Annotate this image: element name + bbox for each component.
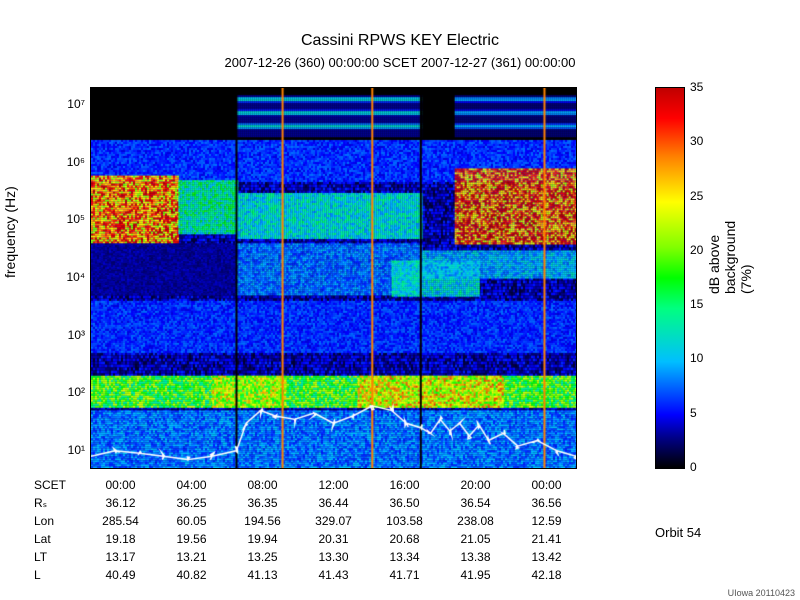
spectrogram-plot bbox=[90, 87, 577, 469]
colorbar-tick: 20 bbox=[690, 243, 703, 257]
colorbar-tick: 25 bbox=[690, 189, 703, 203]
ephem-cell: 41.95 bbox=[441, 567, 510, 583]
ephem-cell: 103.58 bbox=[370, 513, 439, 529]
ephem-cell: 13.25 bbox=[228, 549, 297, 565]
y-tick: 10⁵ bbox=[45, 212, 85, 226]
ephem-cell: 16:00 bbox=[370, 477, 439, 493]
y-axis-label: frequency (Hz) bbox=[2, 186, 18, 278]
ephem-cell: 40.49 bbox=[86, 567, 155, 583]
colorbar-tick: 15 bbox=[690, 297, 703, 311]
ephem-cell: 13.17 bbox=[86, 549, 155, 565]
ephem-row-head: SCET bbox=[32, 477, 84, 493]
y-tick: 10⁶ bbox=[45, 155, 85, 169]
y-tick: 10² bbox=[45, 385, 85, 399]
ephem-cell: 12:00 bbox=[299, 477, 368, 493]
ephem-cell: 13.21 bbox=[157, 549, 226, 565]
ephem-cell: 60.05 bbox=[157, 513, 226, 529]
ephemeris-table: SCET00:0004:0008:0012:0016:0020:0000:00R… bbox=[30, 475, 583, 585]
ephem-cell: 36.54 bbox=[441, 495, 510, 511]
ephem-cell: 13.34 bbox=[370, 549, 439, 565]
ephem-cell: 20:00 bbox=[441, 477, 510, 493]
ephem-cell: 21.41 bbox=[512, 531, 581, 547]
ephem-row-head: Lat bbox=[32, 531, 84, 547]
ephem-cell: 238.08 bbox=[441, 513, 510, 529]
ephem-cell: 20.31 bbox=[299, 531, 368, 547]
chart-subtitle: 2007-12-26 (360) 00:00:00 SCET 2007-12-2… bbox=[0, 55, 800, 70]
ephem-cell: 04:00 bbox=[157, 477, 226, 493]
colorbar-tick: 0 bbox=[690, 460, 697, 474]
ephem-cell: 00:00 bbox=[512, 477, 581, 493]
orbit-label: Orbit 54 bbox=[655, 525, 701, 540]
ephem-row-head: LT bbox=[32, 549, 84, 565]
ephem-cell: 36.50 bbox=[370, 495, 439, 511]
ephem-cell: 19.18 bbox=[86, 531, 155, 547]
ephem-cell: 08:00 bbox=[228, 477, 297, 493]
footer-stamp: UIowa 20110423 bbox=[728, 588, 795, 598]
ephem-cell: 19.94 bbox=[228, 531, 297, 547]
ephem-cell: 41.71 bbox=[370, 567, 439, 583]
ephem-cell: 36.12 bbox=[86, 495, 155, 511]
ephem-cell: 19.56 bbox=[157, 531, 226, 547]
ephem-row-head: L bbox=[32, 567, 84, 583]
ephem-cell: 41.43 bbox=[299, 567, 368, 583]
ephem-cell: 12.59 bbox=[512, 513, 581, 529]
colorbar-tick: 35 bbox=[690, 80, 703, 94]
ephem-cell: 194.56 bbox=[228, 513, 297, 529]
ephem-cell: 20.68 bbox=[370, 531, 439, 547]
ephem-cell: 36.35 bbox=[228, 495, 297, 511]
ephem-row-head: Rₛ bbox=[32, 495, 84, 511]
colorbar-label: dB above background (7%) bbox=[706, 221, 754, 294]
ephem-cell: 13.38 bbox=[441, 549, 510, 565]
y-tick: 10¹ bbox=[45, 443, 85, 457]
chart-title: Cassini RPWS KEY Electric bbox=[0, 32, 800, 50]
colorbar bbox=[655, 87, 685, 469]
ephem-cell: 285.54 bbox=[86, 513, 155, 529]
colorbar-tick: 30 bbox=[690, 134, 703, 148]
ephem-cell: 36.44 bbox=[299, 495, 368, 511]
ephem-cell: 13.42 bbox=[512, 549, 581, 565]
ephem-cell: 13.30 bbox=[299, 549, 368, 565]
ephem-cell: 329.07 bbox=[299, 513, 368, 529]
ephem-cell: 36.56 bbox=[512, 495, 581, 511]
ephem-cell: 40.82 bbox=[157, 567, 226, 583]
colorbar-tick: 5 bbox=[690, 406, 697, 420]
y-tick: 10⁴ bbox=[45, 270, 85, 284]
y-tick: 10⁷ bbox=[45, 97, 85, 111]
colorbar-tick: 10 bbox=[690, 351, 703, 365]
ephem-cell: 00:00 bbox=[86, 477, 155, 493]
y-tick: 10³ bbox=[45, 328, 85, 342]
ephem-cell: 36.25 bbox=[157, 495, 226, 511]
ephem-cell: 42.18 bbox=[512, 567, 581, 583]
ephem-cell: 21.05 bbox=[441, 531, 510, 547]
ephem-cell: 41.13 bbox=[228, 567, 297, 583]
ephem-row-head: Lon bbox=[32, 513, 84, 529]
